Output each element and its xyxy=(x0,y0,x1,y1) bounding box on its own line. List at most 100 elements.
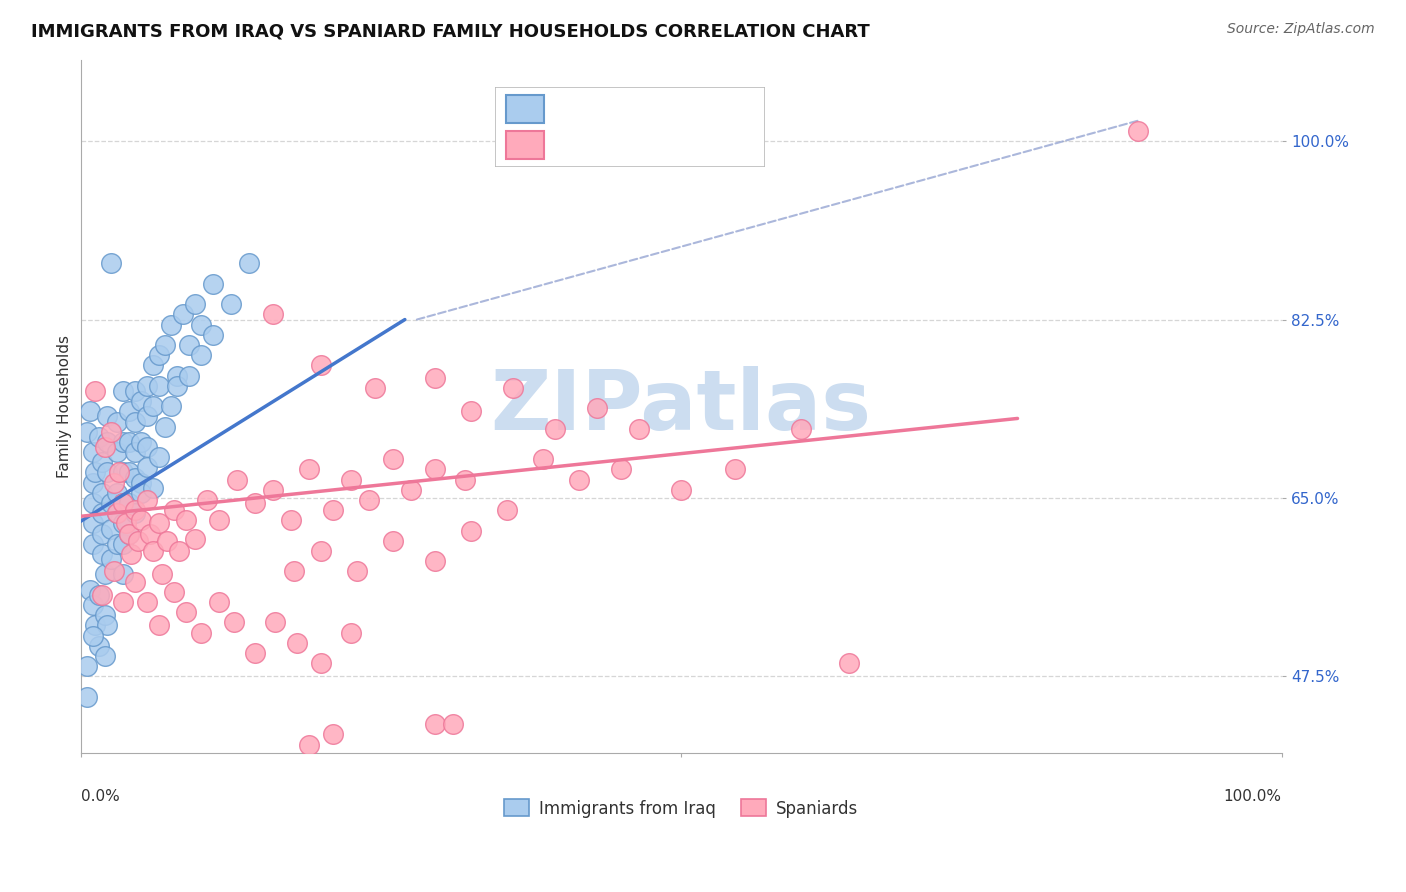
Point xyxy=(135,460,157,475)
Point xyxy=(208,595,231,609)
Point xyxy=(93,567,115,582)
Point xyxy=(91,455,114,469)
Point xyxy=(148,450,170,465)
Point xyxy=(381,533,404,548)
Point xyxy=(309,656,332,670)
Point xyxy=(153,419,176,434)
Point xyxy=(120,547,142,561)
Text: 100.0%: 100.0% xyxy=(1223,789,1282,804)
Point xyxy=(111,516,134,531)
Point xyxy=(87,588,110,602)
Point xyxy=(262,308,284,322)
Point xyxy=(124,445,146,459)
Point xyxy=(105,537,128,551)
Point xyxy=(423,370,446,384)
Point xyxy=(156,533,179,548)
Point xyxy=(111,496,134,510)
Text: Source: ZipAtlas.com: Source: ZipAtlas.com xyxy=(1227,22,1375,37)
Point xyxy=(124,506,146,520)
Point xyxy=(364,381,387,395)
Point xyxy=(111,496,134,510)
Point xyxy=(117,434,139,449)
Point xyxy=(219,297,242,311)
Point xyxy=(340,625,363,640)
Point xyxy=(150,567,173,582)
Point xyxy=(298,462,321,476)
Point xyxy=(148,516,170,531)
Point xyxy=(96,466,118,480)
Point xyxy=(142,399,165,413)
Point xyxy=(309,359,332,373)
Point xyxy=(100,256,122,270)
Point xyxy=(124,384,146,398)
Point xyxy=(129,475,152,490)
Point xyxy=(340,473,363,487)
Point xyxy=(76,425,98,439)
Point xyxy=(790,422,813,436)
Point xyxy=(183,297,205,311)
Point xyxy=(177,368,200,383)
Point xyxy=(93,648,115,663)
Point xyxy=(208,513,231,527)
Point xyxy=(399,483,422,497)
Point xyxy=(586,401,609,416)
Point xyxy=(159,318,181,332)
Point xyxy=(111,537,134,551)
Point xyxy=(423,462,446,476)
Point xyxy=(238,256,260,270)
Point xyxy=(264,615,287,630)
Point xyxy=(127,533,149,548)
Point xyxy=(183,532,205,546)
Point xyxy=(124,574,146,589)
Point xyxy=(177,338,200,352)
Point xyxy=(105,506,128,520)
Point xyxy=(298,738,321,752)
Point xyxy=(111,595,134,609)
Point xyxy=(163,503,186,517)
Point xyxy=(172,308,194,322)
Point xyxy=(82,516,104,531)
Point xyxy=(79,404,101,418)
Point xyxy=(82,537,104,551)
Point xyxy=(82,598,104,612)
Point xyxy=(174,513,197,527)
Point xyxy=(142,481,165,495)
Point xyxy=(84,618,107,632)
Point xyxy=(129,394,152,409)
Point xyxy=(93,440,115,454)
Point xyxy=(148,379,170,393)
Point xyxy=(502,381,524,395)
Point xyxy=(82,496,104,510)
Point xyxy=(174,605,197,619)
Point xyxy=(135,595,157,609)
Point xyxy=(111,384,134,398)
Point xyxy=(96,434,118,449)
Point xyxy=(91,526,114,541)
Point xyxy=(423,554,446,568)
Point xyxy=(190,348,212,362)
Point xyxy=(111,434,134,449)
Point xyxy=(201,327,224,342)
Point xyxy=(82,629,104,643)
Point xyxy=(79,582,101,597)
Point xyxy=(195,493,218,508)
Point xyxy=(76,690,98,704)
Point xyxy=(87,430,110,444)
Point xyxy=(96,409,118,424)
Point xyxy=(190,318,212,332)
Point xyxy=(84,466,107,480)
Legend: Immigrants from Iraq, Spaniards: Immigrants from Iraq, Spaniards xyxy=(498,793,865,824)
Point xyxy=(129,513,152,527)
Point xyxy=(163,584,186,599)
Point xyxy=(117,526,139,541)
Point xyxy=(82,475,104,490)
Point xyxy=(100,552,122,566)
Point xyxy=(441,717,464,731)
Point xyxy=(669,483,692,497)
Point xyxy=(628,422,651,436)
Text: IMMIGRANTS FROM IRAQ VS SPANIARD FAMILY HOUSEHOLDS CORRELATION CHART: IMMIGRANTS FROM IRAQ VS SPANIARD FAMILY … xyxy=(31,22,870,40)
Point xyxy=(84,384,107,398)
Point xyxy=(142,359,165,373)
Point xyxy=(91,506,114,520)
Point xyxy=(91,547,114,561)
